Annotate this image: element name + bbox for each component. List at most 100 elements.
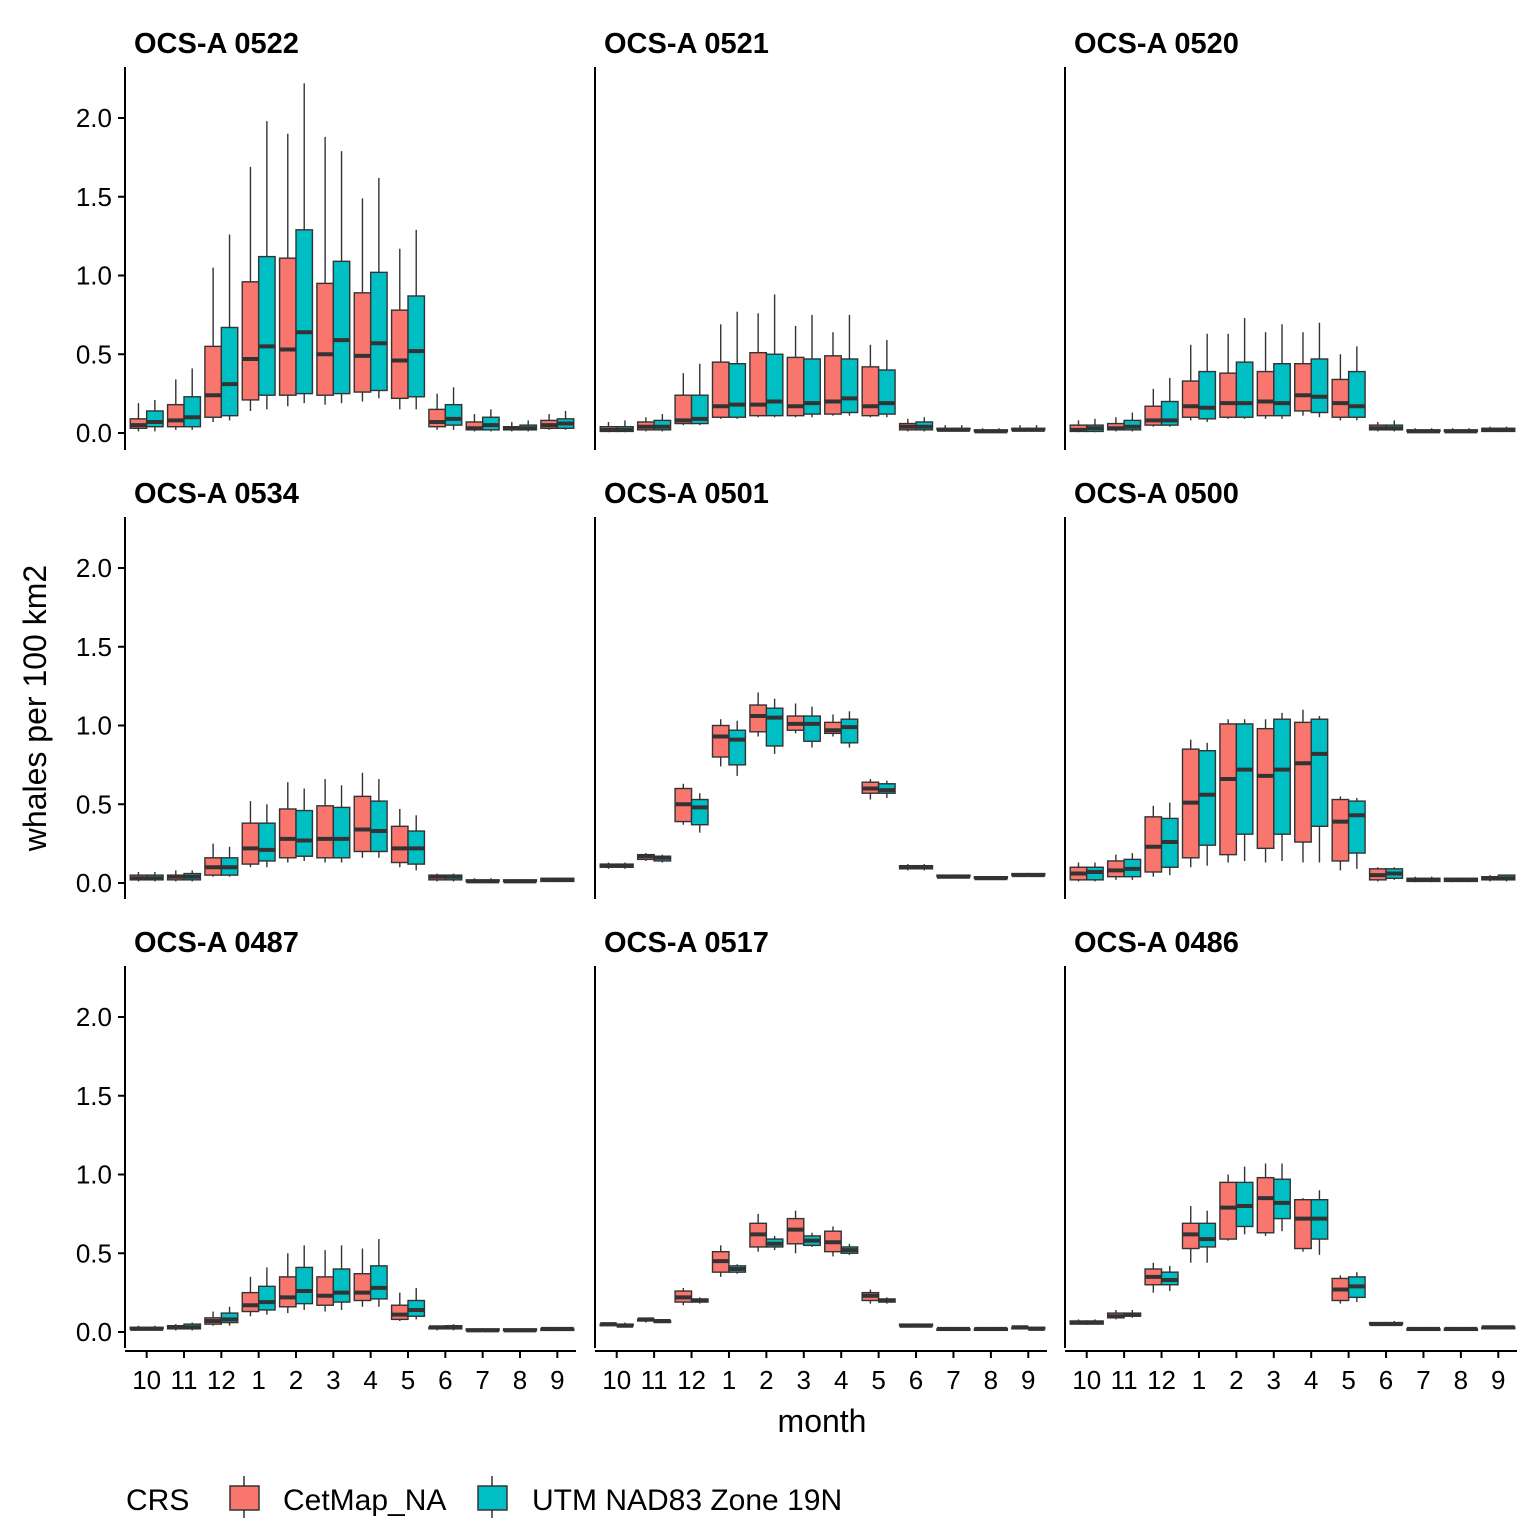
box-utm [444,873,463,882]
box-utm [1385,1320,1404,1327]
box-iqr [1198,370,1217,420]
box-cetmap [502,879,521,884]
box-utm [1422,1326,1441,1332]
box-iqr [204,345,223,418]
box-cetmap [1219,719,1238,863]
box-iqr [803,715,821,742]
x-tick-label: 4 [834,1365,848,1395]
box-iqr [690,394,709,425]
box-utm [616,1322,634,1328]
x-tick-label: 8 [1454,1365,1468,1395]
box-cetmap [1443,1326,1462,1332]
box-utm [1123,412,1142,432]
box-utm [1235,719,1254,861]
box-iqr [316,805,335,859]
box-utm [1235,318,1254,419]
box-iqr [1294,1198,1312,1250]
box-iqr [690,798,709,826]
box-cetmap [540,877,559,883]
box-utm [840,314,859,416]
box-utm [1497,874,1516,882]
box-utm [1347,797,1366,869]
x-tick-label: 2 [289,1365,303,1395]
box-utm [1310,1190,1329,1255]
box-iqr [711,361,730,418]
box-utm [145,871,164,882]
box-utm [915,864,934,871]
box-cetmap [936,874,955,879]
box-cetmap [749,313,768,418]
box-utm [481,1328,500,1333]
box-utm [1422,428,1441,434]
x-tick-label: 9 [1491,1365,1505,1395]
box-iqr [1273,718,1291,835]
box-utm [1027,872,1046,878]
box-cetmap [711,1245,730,1277]
facet-title: OCS-A 0534 [134,478,299,510]
facet-title: OCS-A 0486 [1074,927,1239,959]
box-cetmap [316,1250,335,1312]
box-cetmap [1331,354,1350,421]
box-iqr [803,358,821,415]
box-cetmap [1294,709,1312,863]
box-iqr [711,724,730,758]
box-cetmap [1144,388,1163,427]
legend: CRS CetMap_NA UTM NAD83 Zone 19N [126,1476,842,1518]
legend-title: CRS [126,1484,189,1517]
box-cetmap [1368,421,1387,432]
y-tick-label: 1.0 [76,1160,112,1190]
box-utm [1123,1309,1142,1318]
y-tick-label: 1.0 [76,261,112,291]
x-tick-label: 5 [871,1365,885,1395]
box-utm [1310,716,1329,863]
box-cetmap [1256,332,1275,419]
box-iqr [353,1273,372,1302]
box-utm [877,1297,896,1304]
box-iqr [877,369,896,415]
box-iqr [1256,370,1275,417]
box-cetmap [166,870,185,882]
facet-panels: OCS-A 0522 0.0 0.5 1.0 1.5 2.0 OCS-A 0521 OCS-A… [76,28,1517,1395]
box-iqr [369,271,388,392]
box-cetmap [428,1325,447,1331]
box-cetmap [316,136,335,405]
box-utm [728,311,747,419]
box-utm [877,780,896,798]
box-iqr [1219,372,1238,418]
box-utm [1086,862,1104,882]
box-utm [1027,1326,1046,1331]
box-utm [1347,1272,1366,1303]
box-cetmap [1011,1325,1029,1330]
box-iqr [1294,721,1312,843]
box-iqr [1273,363,1291,417]
box-cetmap [1106,854,1125,880]
box-utm [556,1326,575,1332]
box-iqr [407,295,426,398]
box-utm [332,1245,351,1310]
box-utm [1385,867,1404,880]
box-utm [183,368,202,430]
box-utm [877,340,896,418]
x-tick-label: 3 [326,1365,340,1395]
x-tick-label: 3 [1267,1365,1281,1395]
box-cetmap [390,1292,409,1321]
x-tick-label: 6 [438,1365,452,1395]
box-iqr [390,309,409,400]
box-cetmap [674,1287,693,1306]
box-utm [1460,877,1479,883]
box-utm [257,804,276,868]
box-utm [369,177,388,399]
box-iqr [166,403,185,428]
box-iqr [749,704,768,733]
box-iqr [444,403,463,426]
box-utm [407,1287,426,1320]
box-cetmap [465,1328,484,1333]
box-iqr [257,255,276,396]
box-cetmap [129,1325,148,1331]
box-cetmap [1294,332,1312,416]
box-iqr [145,410,164,428]
box-iqr [728,729,747,766]
box-utm [803,1232,821,1247]
box-utm [444,387,463,430]
x-tick-label: 9 [1021,1365,1035,1395]
